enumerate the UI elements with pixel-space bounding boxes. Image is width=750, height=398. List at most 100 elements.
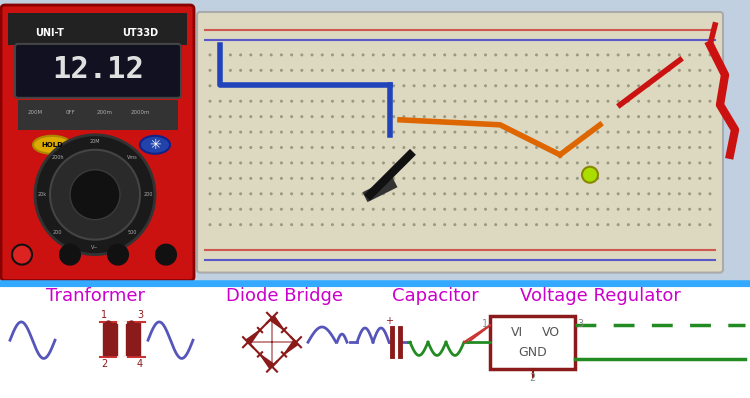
Circle shape [423,100,426,103]
Circle shape [494,146,497,149]
Circle shape [229,115,232,118]
Circle shape [464,84,466,87]
Circle shape [392,162,395,164]
Text: Vms: Vms [127,155,138,160]
Circle shape [392,84,395,87]
Circle shape [249,177,252,180]
Circle shape [678,131,681,134]
Circle shape [688,84,691,87]
Circle shape [270,100,273,103]
Circle shape [698,69,701,72]
Circle shape [596,208,599,211]
Circle shape [647,131,650,134]
Circle shape [209,146,212,149]
Circle shape [586,100,589,103]
Circle shape [596,146,599,149]
Circle shape [290,115,293,118]
Circle shape [607,208,610,211]
Circle shape [545,69,548,72]
Circle shape [423,192,426,195]
Circle shape [668,131,670,134]
Circle shape [331,208,334,211]
Circle shape [290,131,293,134]
Circle shape [484,100,487,103]
Circle shape [709,69,712,72]
Circle shape [290,84,293,87]
Text: 200M: 200M [28,110,43,115]
Circle shape [219,177,222,180]
Circle shape [270,192,273,195]
Circle shape [586,146,589,149]
Circle shape [556,84,559,87]
Circle shape [454,223,457,226]
Circle shape [535,192,538,195]
Circle shape [709,53,712,57]
Polygon shape [260,354,274,369]
Circle shape [586,223,589,226]
Circle shape [709,84,712,87]
Circle shape [678,53,681,57]
Circle shape [454,208,457,211]
Circle shape [229,84,232,87]
Circle shape [607,115,610,118]
Circle shape [484,146,487,149]
Circle shape [382,84,385,87]
Circle shape [607,162,610,164]
Circle shape [310,146,314,149]
Circle shape [413,131,416,134]
Circle shape [688,69,691,72]
Circle shape [545,177,548,180]
Circle shape [362,146,364,149]
Circle shape [505,100,508,103]
Circle shape [709,146,712,149]
Circle shape [637,53,640,57]
Circle shape [382,208,385,211]
Circle shape [566,177,568,180]
Circle shape [668,223,670,226]
Circle shape [505,223,508,226]
Circle shape [280,146,283,149]
Circle shape [535,208,538,211]
Circle shape [331,223,334,226]
Circle shape [331,69,334,72]
Circle shape [270,84,273,87]
Circle shape [627,223,630,226]
Circle shape [627,53,630,57]
Circle shape [535,162,538,164]
Circle shape [586,131,589,134]
Circle shape [464,162,466,164]
Circle shape [443,208,446,211]
Circle shape [576,223,579,226]
Circle shape [270,162,273,164]
Circle shape [443,192,446,195]
Circle shape [341,84,344,87]
Circle shape [209,131,212,134]
Circle shape [464,192,466,195]
Circle shape [474,223,477,226]
Circle shape [464,177,466,180]
Circle shape [341,69,344,72]
Circle shape [239,100,242,103]
Circle shape [505,131,508,134]
Circle shape [545,192,548,195]
Circle shape [484,192,487,195]
Circle shape [658,208,661,211]
Circle shape [627,208,630,211]
Circle shape [556,162,559,164]
Circle shape [351,162,354,164]
Circle shape [535,146,538,149]
Circle shape [300,69,303,72]
Text: GND: GND [518,346,547,359]
Circle shape [525,100,528,103]
Circle shape [607,100,610,103]
Circle shape [290,162,293,164]
Circle shape [616,192,620,195]
Circle shape [280,131,283,134]
Circle shape [586,208,589,211]
Circle shape [331,192,334,195]
Circle shape [209,115,212,118]
Circle shape [382,223,385,226]
Circle shape [260,208,262,211]
Circle shape [668,162,670,164]
Circle shape [341,223,344,226]
